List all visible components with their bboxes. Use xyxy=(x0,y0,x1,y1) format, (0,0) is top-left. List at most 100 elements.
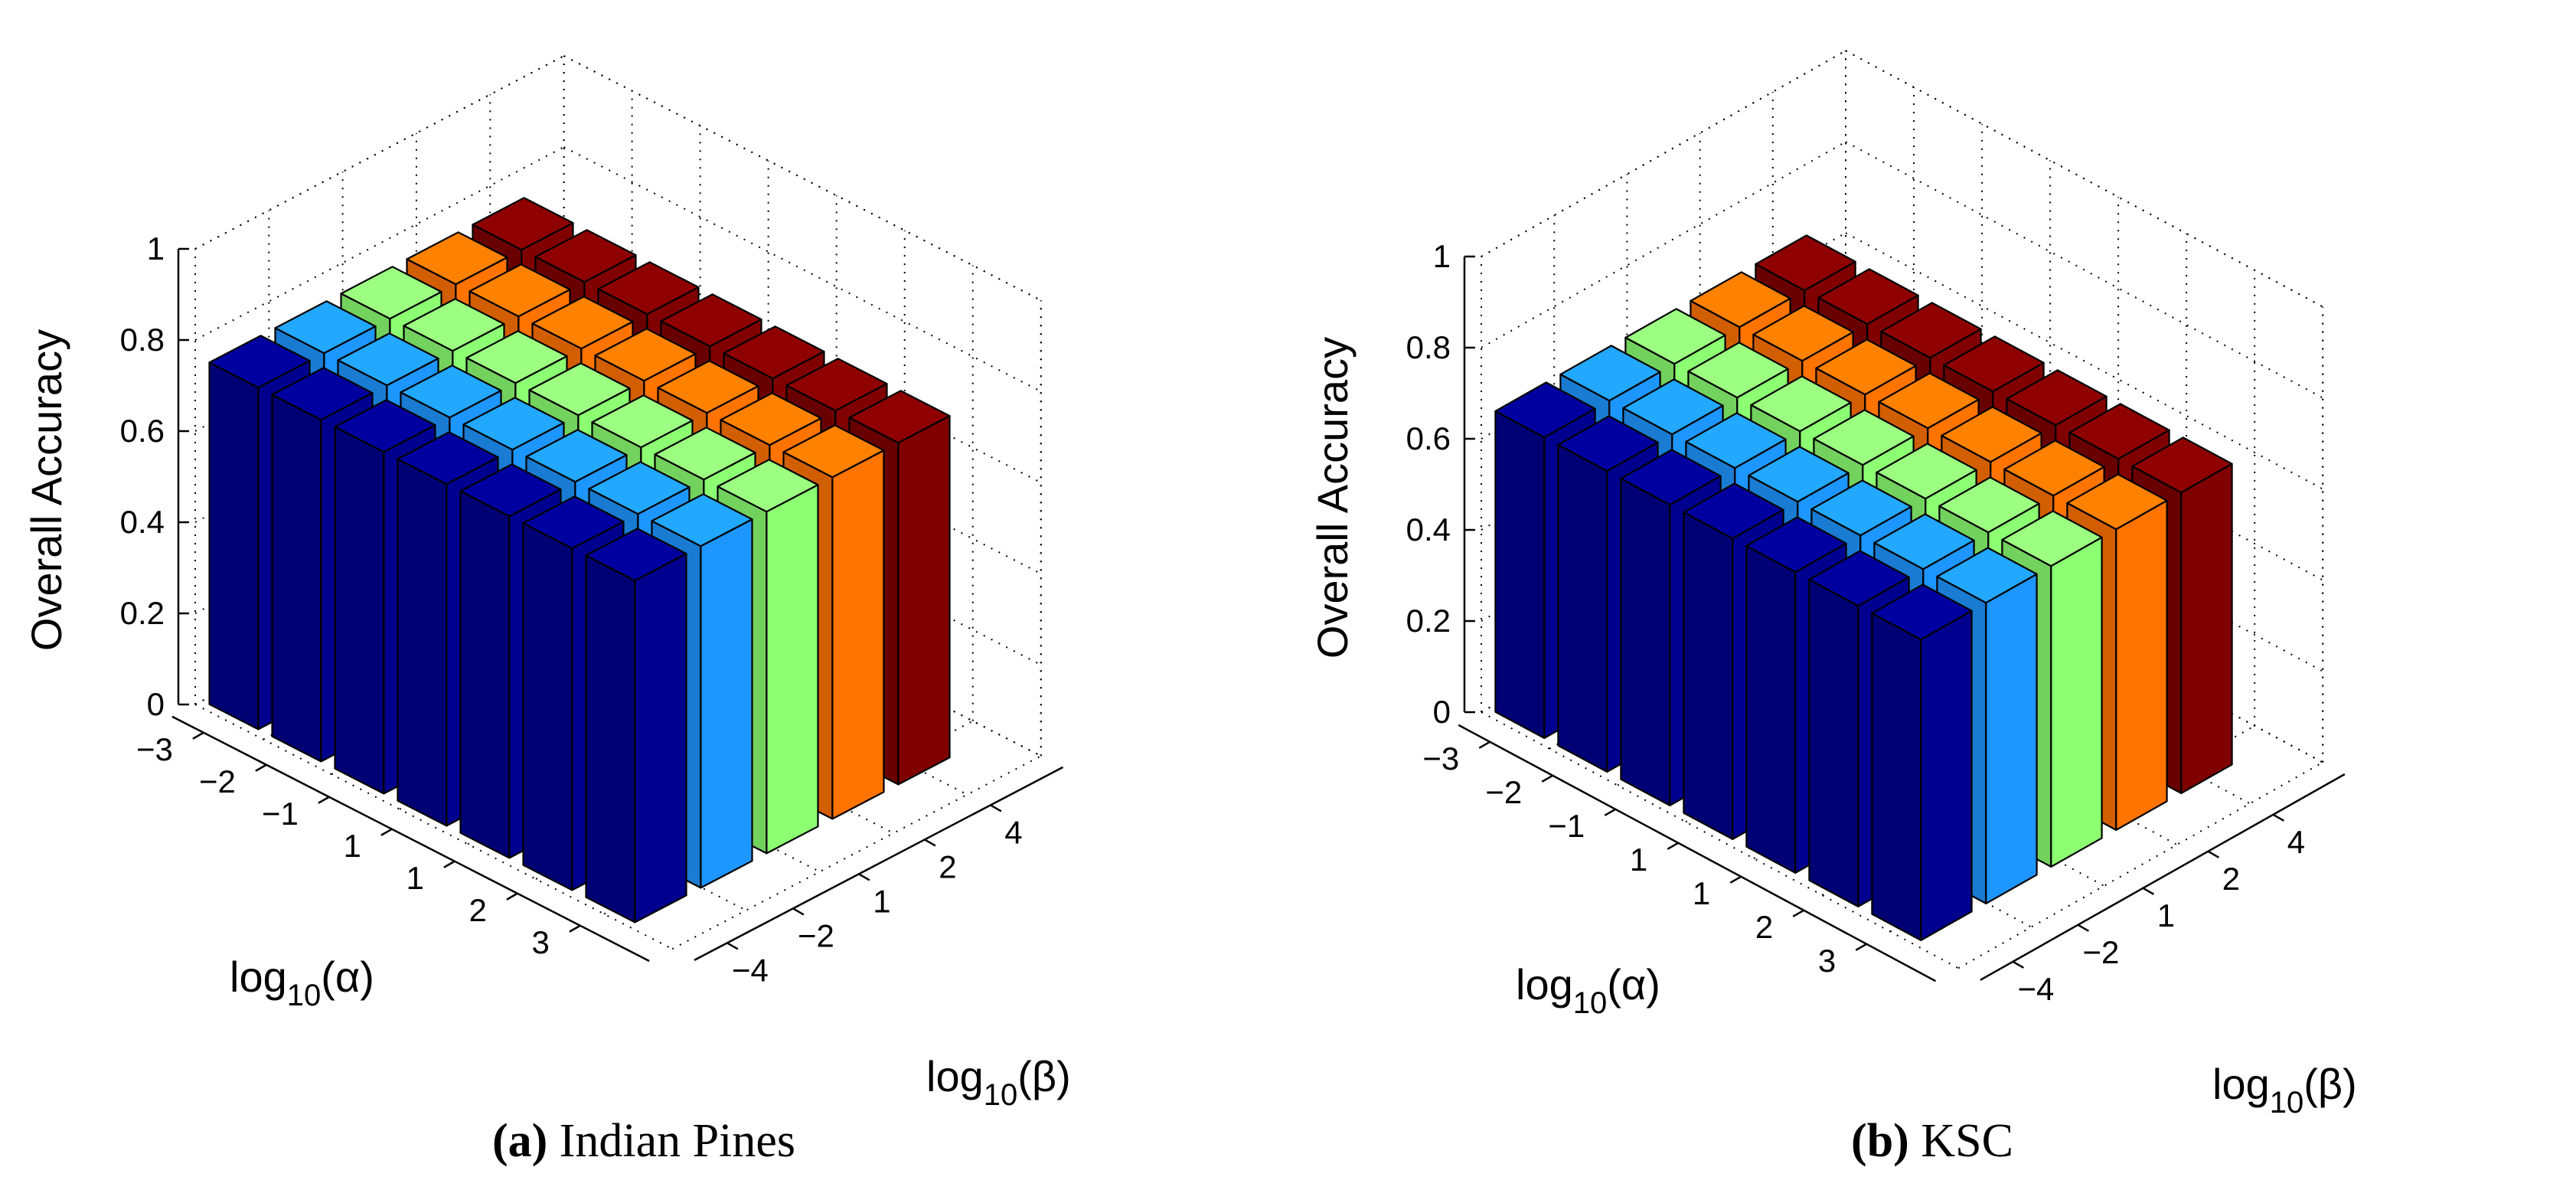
bars xyxy=(208,197,951,923)
bar-face-top xyxy=(591,394,694,449)
beta-tick-label: 2 xyxy=(939,848,956,884)
alpha-tick-label: 2 xyxy=(469,892,487,928)
bar-face-top xyxy=(1620,449,1722,506)
bar-face-top xyxy=(271,367,374,421)
bar-face-left xyxy=(1745,544,1797,874)
bar-face-left xyxy=(459,490,511,859)
chart-panel-indian-pines: 0 0.2 0.4 0.6 0.8 1 −3 −2 −1 1 1 2 3 −4 −2 1 2 4 Overall A… xyxy=(0,55,1288,1169)
bar-face-top xyxy=(1815,338,1917,396)
caption-ksc: (b) KSC xyxy=(1288,1114,2576,1169)
z-tick-label: 1 xyxy=(147,230,165,266)
beta-tick-label: 1 xyxy=(873,883,890,919)
bar-face-top xyxy=(588,461,691,515)
alpha-tick-label: 3 xyxy=(1818,943,1836,979)
bar-face-top xyxy=(465,330,568,384)
bar-face-left xyxy=(1494,410,1546,740)
axes xyxy=(1458,255,2346,982)
bar-face-left xyxy=(585,554,636,923)
bar-face-top xyxy=(660,293,762,348)
bar-face-left xyxy=(397,458,448,827)
bar-face-top xyxy=(782,424,885,479)
bar-face-left xyxy=(1871,612,1922,942)
beta-tick-label: −4 xyxy=(732,952,769,988)
bar-face-left xyxy=(1620,477,1671,807)
bar-face-top xyxy=(340,266,442,320)
bar-face-top xyxy=(2006,369,2107,427)
bar-face-top xyxy=(400,364,502,419)
chart-panel-ksc: 0 0.2 0.4 0.6 0.8 1 −3 −2 −1 1 1 2 3 −4 −2 1 2 4 Overall A… xyxy=(1288,0,2576,1203)
alpha-tick-label: −2 xyxy=(1485,774,1522,810)
bar-face-top xyxy=(1880,302,1982,359)
alpha-tick-label: 1 xyxy=(406,860,424,896)
alpha-tick-label: −1 xyxy=(1548,808,1585,844)
bar-face-left xyxy=(208,361,260,731)
axes xyxy=(171,247,1064,963)
beta-tick-label: 2 xyxy=(2222,861,2240,897)
bar-face-top xyxy=(1685,412,1787,469)
z-tick-label: 0.2 xyxy=(1406,603,1451,639)
bar-face-right xyxy=(2050,536,2103,868)
bar-face-top xyxy=(1690,271,1791,329)
z-tick-label: 0.2 xyxy=(120,595,165,631)
bar-face-top xyxy=(469,263,571,318)
alpha-tick-label: 3 xyxy=(532,924,550,960)
caption-tag: (b) xyxy=(1851,1115,1909,1167)
bar-face-top xyxy=(1943,335,2045,393)
beta-tick-label: 4 xyxy=(1004,814,1022,850)
bar-face-top xyxy=(1878,372,1980,430)
bar-face-top xyxy=(525,429,628,483)
beta-tick-label: 4 xyxy=(2287,824,2305,860)
alpha-tick-label: 2 xyxy=(1755,909,1773,945)
bar-face-top xyxy=(274,300,377,355)
bar-face-top xyxy=(462,397,565,451)
bar-face-top xyxy=(1871,584,1973,641)
z-tick-label: 0 xyxy=(1433,694,1451,730)
bar-face-top xyxy=(654,427,756,481)
alpha-tick-label: 1 xyxy=(1630,842,1647,878)
z-tick-label: 0.6 xyxy=(1406,420,1451,456)
z-tick-label: 0.4 xyxy=(1406,512,1451,548)
bar-face-top xyxy=(1557,415,1659,472)
bar-face-top xyxy=(1755,234,1856,292)
bar-face-top xyxy=(472,197,574,251)
bar-face-right xyxy=(2115,499,2168,832)
bar-face-top xyxy=(334,399,436,453)
bar-face-right xyxy=(766,483,819,855)
alpha-tick-label: −3 xyxy=(1422,740,1459,776)
bar-face-right xyxy=(897,414,951,786)
z-tick-label: 0.6 xyxy=(120,413,165,449)
z-tick-label: 0 xyxy=(147,686,165,722)
bar-face-top xyxy=(785,358,888,412)
bar-face-top xyxy=(1813,409,1915,466)
beta-axis-label: log10(β) xyxy=(926,1052,1071,1112)
bar-face-top xyxy=(1683,482,1784,540)
bar-face-top xyxy=(528,362,631,417)
bar-face-left xyxy=(271,394,322,763)
bar-face-top xyxy=(403,298,505,352)
z-axis-label: Overall Accuracy xyxy=(22,329,70,651)
alpha-axis-label: log10(α) xyxy=(1516,960,1660,1020)
bar-face-top xyxy=(459,463,562,518)
bar3d-chart-ksc: 0 0.2 0.4 0.6 0.8 1 −3 −2 −1 1 1 2 3 −4 −2 1 2 4 Overall A… xyxy=(1308,50,2357,1120)
bar-face-top xyxy=(397,431,499,485)
bar-face-top xyxy=(1622,378,1724,436)
bar3d-chart-indian-pines: 0 0.2 0.4 0.6 0.8 1 −3 −2 −1 1 1 2 3 −4 −2 1 2 4 Overall A… xyxy=(22,55,1071,1112)
bar-face-top xyxy=(723,325,825,380)
z-tick-label: 1 xyxy=(1433,238,1451,274)
bar-face-top xyxy=(2131,436,2233,494)
bar-face-left xyxy=(1808,578,1859,908)
bar-face-top xyxy=(1876,443,1977,500)
bar-face-top xyxy=(1624,308,1726,365)
bar-face-top xyxy=(1748,446,1850,503)
alpha-tick-label: −2 xyxy=(199,763,236,799)
caption-indian-pines: (a) Indian Pines xyxy=(0,1114,1288,1169)
bar-face-top xyxy=(657,360,759,414)
bar-face-right xyxy=(700,518,753,889)
bar-face-top xyxy=(720,392,822,446)
z-axis-label: Overall Accuracy xyxy=(1308,337,1357,659)
z-tick-label: 0.8 xyxy=(120,322,165,358)
bar-face-left xyxy=(522,522,573,891)
bar-face-top xyxy=(651,493,753,548)
bar-face-left xyxy=(334,426,385,795)
z-tick-label: 0.8 xyxy=(1406,329,1451,365)
